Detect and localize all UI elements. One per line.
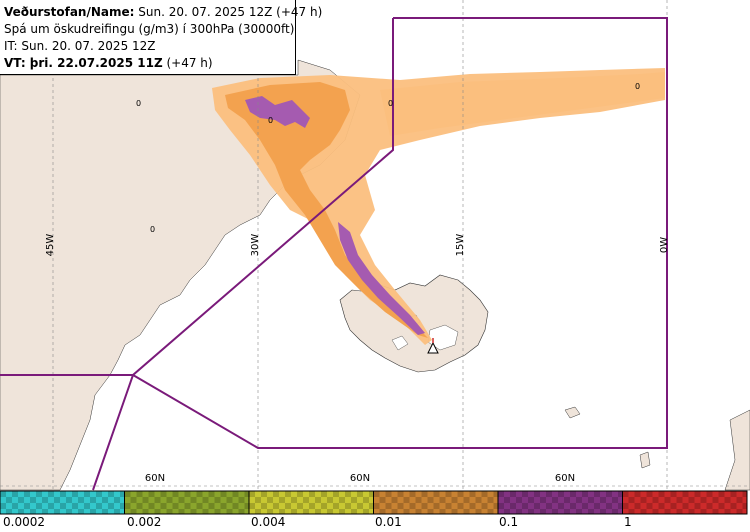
lon-label-0w: 0W [659, 237, 670, 253]
legend-swatch-1 [124, 491, 249, 514]
legend-swatch-4 [498, 491, 623, 514]
legend-label-3: 0.01 [375, 515, 402, 529]
contour-label-3: 0 [388, 99, 393, 108]
valid-time: VT: þri. 22.07.2025 11Z (+47 h) [4, 56, 213, 70]
legend-label-4: 0.1 [499, 515, 519, 529]
contour-label-4: 0 [635, 82, 640, 91]
fir-boundary [0, 17, 668, 491]
ash-plume-high [245, 96, 310, 128]
legend-label-1: 0.002 [127, 515, 162, 529]
legend-swatch-3 [373, 491, 498, 514]
product-description: Spá um öskudreifingu (g/m3) í 300hPa (30… [4, 22, 295, 36]
volcano-marker [427, 341, 439, 354]
issuer-line: Veðurstofan/Name: Sun. 20. 07. 2025 12Z … [4, 5, 323, 19]
lon-label-30w: 30W [250, 234, 261, 257]
legend-label-2: 0.004 [251, 515, 286, 529]
ash-plume-mid [225, 82, 428, 338]
legend-swatch-2 [249, 491, 374, 514]
contour-label-1: 0 [150, 225, 155, 234]
lat-label-60n-1: 60N [145, 473, 165, 484]
forecast-info-box: Veðurstofan/Name: Sun. 20. 07. 2025 12Z … [0, 0, 323, 75]
issue-time: IT: Sun. 20. 07. 2025 12Z [4, 39, 156, 53]
legend-swatch-0 [0, 491, 125, 514]
lon-label-45w: 45W [45, 234, 56, 257]
lat-label-60n-2: 60N [350, 473, 370, 484]
lon-label-15w: 15W [455, 234, 466, 257]
legend-label-5: 1 [624, 515, 632, 529]
legend-label-0: 0.0002 [3, 515, 45, 529]
lat-label-60n-3: 60N [555, 473, 575, 484]
contour-label-2: 0 [268, 116, 273, 125]
legend-swatch-5 [622, 491, 747, 514]
legend-bar [0, 490, 748, 515]
contour-label-0: 0 [136, 99, 141, 108]
